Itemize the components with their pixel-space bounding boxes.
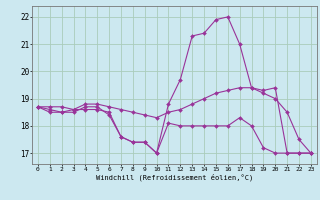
X-axis label: Windchill (Refroidissement éolien,°C): Windchill (Refroidissement éolien,°C) [96, 173, 253, 181]
